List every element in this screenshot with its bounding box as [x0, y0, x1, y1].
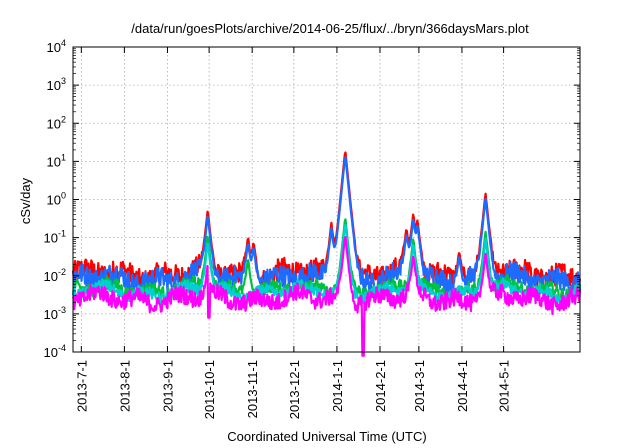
y-tick-label: 101	[47, 152, 66, 169]
x-tick-label: 2013-8-1	[117, 360, 132, 412]
chart-title: /data/run/goesPlots/archive/2014-06-25/f…	[131, 21, 529, 36]
x-tick-label: 2013-12-1	[287, 360, 302, 419]
axes: 10-4 10-3 10-2 10-1 100 101 102 103 104 2013-7-1 2…	[44, 38, 580, 419]
y-tick-label: 10-1	[44, 229, 66, 246]
y-tick-label: 10-3	[44, 305, 66, 322]
series-line	[71, 236, 582, 357]
grid	[73, 47, 580, 352]
x-tick-label: 2013-7-1	[74, 360, 89, 412]
y-tick-label: 104	[47, 38, 66, 55]
x-tick-label: 2014-2-1	[373, 360, 388, 412]
series-layer	[71, 151, 582, 357]
x-tick-label: 2014-1-1	[330, 360, 345, 412]
x-tick-label: 2014-5-1	[497, 360, 512, 412]
y-tick-label: 103	[47, 76, 66, 93]
x-axis-label: Coordinated Universal Time (UTC)	[227, 429, 426, 444]
x-tick-label: 2013-11-1	[245, 360, 260, 418]
y-tick-label: 10-2	[44, 267, 66, 284]
y-axis-label: cSv/day	[18, 177, 33, 224]
series-line	[71, 156, 582, 296]
x-tick-label: 2013-10-1	[202, 360, 217, 419]
x-tick-label: 2014-4-1	[455, 360, 470, 412]
y-tick-label: 100	[47, 191, 66, 208]
x-tick-label: 2014-3-1	[412, 360, 427, 412]
y-tick-label: 10-4	[44, 343, 66, 360]
x-tick-label: 2013-9-1	[160, 360, 175, 412]
y-tick-label: 102	[47, 114, 66, 131]
